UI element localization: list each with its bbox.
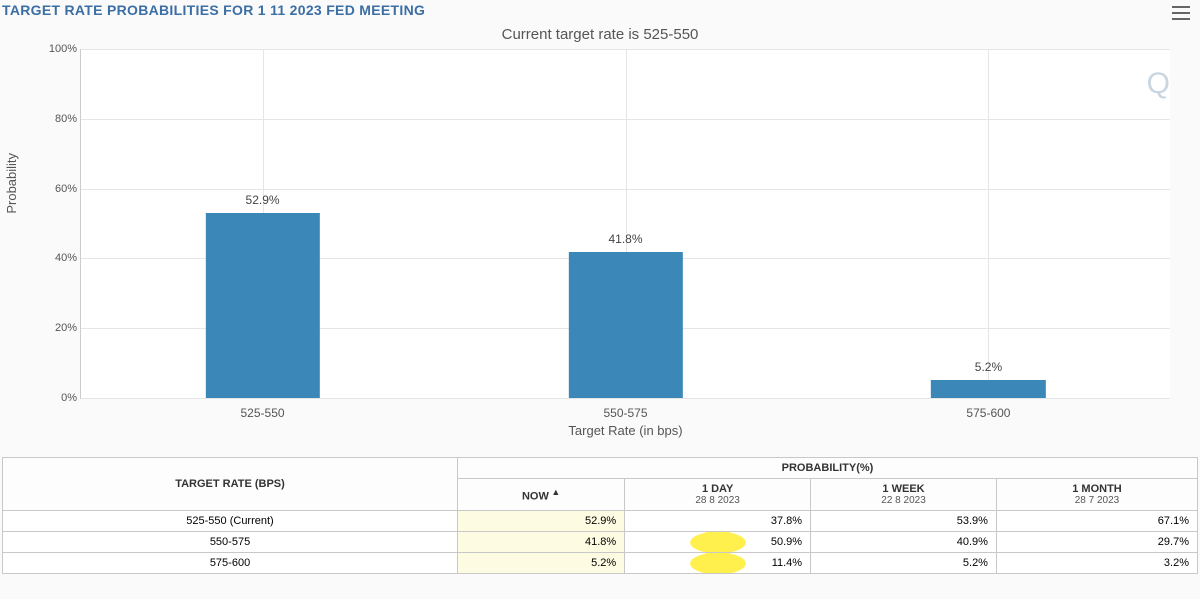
y-tick-label: 60% <box>43 183 77 195</box>
row-header-cell: TARGET RATE (BPS) <box>3 458 458 511</box>
data-cell: 29.7% <box>996 532 1197 553</box>
table-row: 575-6005.2%11.4%5.2%3.2% <box>3 553 1198 574</box>
y-tick-label: 100% <box>43 43 77 55</box>
table-row: 525-550 (Current)52.9%37.8%53.9%67.1% <box>3 511 1198 532</box>
data-cell: 41.8% <box>458 532 625 553</box>
chart-menu-icon[interactable] <box>1166 2 1190 24</box>
data-cell: 40.9% <box>811 532 997 553</box>
data-cell: 11.4% <box>625 553 811 574</box>
probability-bar-chart: Probability Q 0%20%40%60%80%100%52.9%525… <box>50 49 1180 439</box>
column-header[interactable]: 1 WEEK22 8 2023 <box>811 479 997 511</box>
bar-value-label: 41.8% <box>586 232 666 246</box>
row-label-cell: 550-575 <box>3 532 458 553</box>
column-header[interactable]: 1 DAY28 8 2023 <box>625 479 811 511</box>
bar[interactable]: 5.2% <box>931 380 1045 398</box>
vgridline <box>988 49 989 398</box>
data-cell: 53.9% <box>811 511 997 532</box>
x-tick-label: 550-575 <box>603 406 647 420</box>
row-label-cell: 575-600 <box>3 553 458 574</box>
bar-value-label: 52.9% <box>223 193 303 207</box>
table-row: 550-57541.8%50.9%40.9%29.7% <box>3 532 1198 553</box>
y-tick-label: 80% <box>43 113 77 125</box>
y-tick-label: 20% <box>43 322 77 334</box>
column-header[interactable]: 1 MONTH28 7 2023 <box>996 479 1197 511</box>
header-bar: TARGET RATE PROBABILITIES FOR 1 11 2023 … <box>0 0 1200 24</box>
column-header[interactable]: NOW ▲ <box>458 479 625 511</box>
y-tick-label: 0% <box>43 392 77 404</box>
data-cell: 52.9% <box>458 511 625 532</box>
page-title: TARGET RATE PROBABILITIES FOR 1 11 2023 … <box>2 2 425 18</box>
data-cell: 3.2% <box>996 553 1197 574</box>
chart-subtitle: Current target rate is 525-550 <box>0 26 1200 43</box>
probability-super-header: PROBABILITY(%) <box>458 458 1198 479</box>
data-cell: 50.9% <box>625 532 811 553</box>
chart-plot-area: Q 0%20%40%60%80%100%52.9%525-55041.8%550… <box>80 49 1170 399</box>
row-label-cell: 525-550 (Current) <box>3 511 458 532</box>
y-axis-label: Probability <box>4 153 19 214</box>
bar[interactable]: 41.8% <box>568 252 682 398</box>
gridline <box>81 398 1170 399</box>
x-tick-label: 525-550 <box>241 406 285 420</box>
bar-value-label: 5.2% <box>948 360 1028 374</box>
data-cell: 5.2% <box>811 553 997 574</box>
watermark-icon: Q <box>1147 67 1170 101</box>
data-cell: 5.2% <box>458 553 625 574</box>
x-axis-label: Target Rate (in bps) <box>568 423 682 438</box>
x-tick-label: 575-600 <box>966 406 1010 420</box>
bar[interactable]: 52.9% <box>205 213 319 398</box>
data-cell: 37.8% <box>625 511 811 532</box>
data-cell: 67.1% <box>996 511 1197 532</box>
y-tick-label: 40% <box>43 252 77 264</box>
probability-table: TARGET RATE (BPS) PROBABILITY(%) NOW ▲1 … <box>2 457 1198 574</box>
